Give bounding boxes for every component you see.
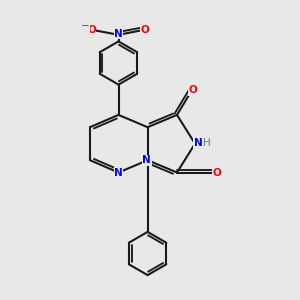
Text: N: N: [194, 138, 202, 148]
Text: H: H: [203, 138, 211, 148]
Text: O: O: [87, 25, 96, 35]
Text: N: N: [114, 28, 123, 39]
Text: −: −: [81, 21, 90, 31]
Text: N: N: [114, 167, 123, 178]
Text: N: N: [142, 155, 151, 165]
Text: O: O: [188, 85, 197, 95]
Text: O: O: [212, 167, 221, 178]
Text: O: O: [140, 25, 149, 35]
